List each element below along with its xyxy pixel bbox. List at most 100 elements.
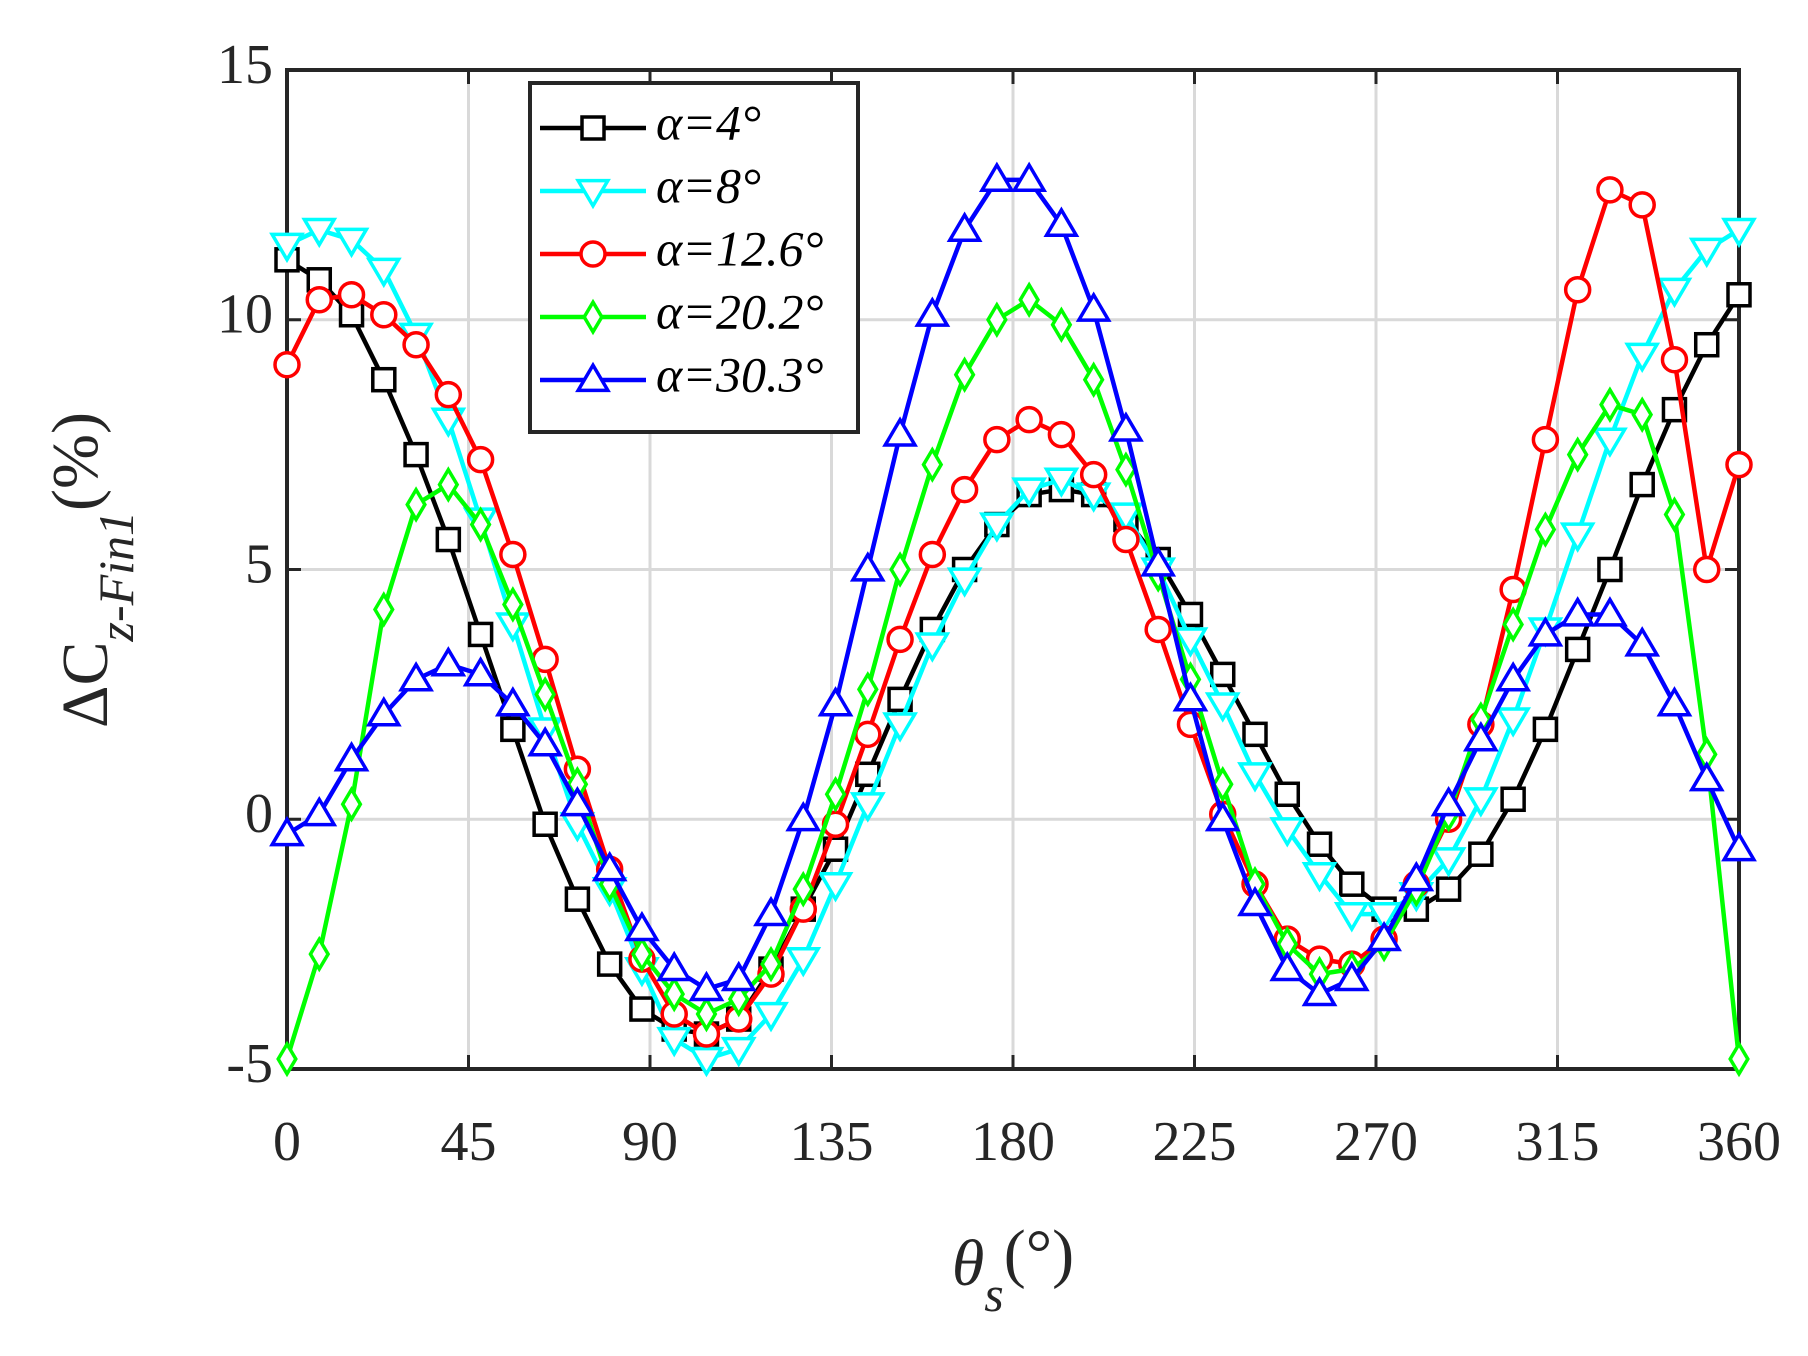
- marker: [1726, 282, 1752, 308]
- y-tick-label: 15: [217, 34, 273, 96]
- marker: [656, 950, 693, 982]
- marker: [564, 886, 591, 912]
- marker: [1728, 1040, 1750, 1078]
- marker: [467, 621, 494, 648]
- marker: [499, 540, 527, 569]
- y-tick-label: 5: [245, 533, 273, 595]
- marker: [466, 445, 495, 474]
- marker: [527, 726, 564, 757]
- marker: [953, 356, 976, 393]
- marker: [370, 301, 398, 329]
- marker: [305, 286, 334, 314]
- marker: [1721, 830, 1757, 862]
- marker: [983, 425, 1011, 454]
- series-line: [284, 297, 1742, 1060]
- marker: [914, 632, 951, 663]
- marker: [333, 227, 370, 259]
- legend-label: α=8°: [656, 157, 761, 213]
- marker: [494, 686, 531, 717]
- marker: [1435, 876, 1462, 902]
- marker: [817, 872, 854, 903]
- marker: [1115, 451, 1137, 488]
- legend-marker: [580, 115, 606, 141]
- marker: [978, 512, 1015, 543]
- legend-marker: [575, 361, 611, 393]
- marker: [1339, 871, 1365, 897]
- marker: [1269, 817, 1306, 848]
- marker: [792, 870, 815, 908]
- y-tick-label: -5: [226, 1033, 273, 1095]
- marker: [1011, 161, 1048, 193]
- legend: α=4° α=8° α=12.6° α=20.2° α=30.3°: [528, 81, 860, 434]
- legend-label: α=4°: [656, 94, 761, 150]
- marker: [301, 795, 338, 827]
- marker: [1563, 276, 1592, 304]
- marker: [591, 850, 628, 882]
- marker: [1462, 721, 1499, 752]
- marker: [1495, 661, 1532, 692]
- marker: [1333, 960, 1370, 992]
- marker: [882, 416, 918, 447]
- marker: [688, 1046, 725, 1078]
- marker: [1631, 396, 1654, 433]
- marker: [1011, 477, 1048, 508]
- marker: [1269, 950, 1306, 982]
- marker: [914, 296, 951, 327]
- marker: [1500, 786, 1526, 813]
- marker: [405, 486, 427, 523]
- marker: [824, 775, 847, 813]
- marker: [403, 441, 429, 468]
- marker: [950, 475, 979, 504]
- marker: [1430, 847, 1467, 878]
- x-tick-label: 90: [622, 1111, 678, 1173]
- marker: [1144, 615, 1172, 644]
- marker: [596, 951, 623, 977]
- marker: [269, 232, 305, 264]
- marker: [371, 366, 397, 393]
- marker: [849, 792, 886, 823]
- marker: [1301, 975, 1338, 1007]
- marker: [1333, 902, 1370, 933]
- y-tick-label: 10: [217, 284, 273, 346]
- marker: [1050, 306, 1073, 344]
- y-axis-label: ΔCz-Fin1(%): [39, 412, 144, 728]
- marker: [1624, 626, 1661, 657]
- marker: [656, 1026, 693, 1058]
- marker: [1468, 841, 1494, 867]
- marker: [1209, 661, 1236, 688]
- marker: [1663, 496, 1686, 533]
- marker: [1721, 217, 1757, 249]
- marker: [1204, 800, 1241, 832]
- marker: [1274, 781, 1301, 808]
- marker: [1564, 636, 1591, 663]
- x-label-unit: (°): [1004, 1217, 1074, 1290]
- marker: [629, 996, 655, 1022]
- marker: [1047, 420, 1076, 449]
- marker: [1532, 716, 1559, 743]
- marker: [1237, 762, 1273, 793]
- marker: [753, 895, 789, 927]
- legend-label: α=30.3°: [656, 346, 823, 402]
- marker: [1018, 281, 1040, 319]
- marker: [1301, 862, 1338, 893]
- marker: [986, 301, 1008, 339]
- marker: [1531, 425, 1560, 454]
- y-label-main: ΔC: [49, 642, 122, 728]
- marker: [502, 586, 524, 623]
- marker: [1079, 460, 1108, 489]
- marker: [856, 671, 879, 708]
- x-axis-label: θs(°): [952, 1217, 1074, 1322]
- legend-marker: [579, 240, 607, 268]
- marker: [1242, 721, 1268, 748]
- marker: [430, 646, 467, 677]
- marker: [402, 330, 430, 359]
- marker: [430, 407, 467, 438]
- marker: [1204, 692, 1241, 723]
- x-label-main: θ: [952, 1227, 984, 1300]
- marker: [1688, 237, 1725, 269]
- x-tick-label: 270: [1334, 1111, 1418, 1173]
- marker: [1112, 525, 1140, 554]
- y-label-unit: (%): [39, 412, 112, 511]
- marker: [946, 211, 983, 242]
